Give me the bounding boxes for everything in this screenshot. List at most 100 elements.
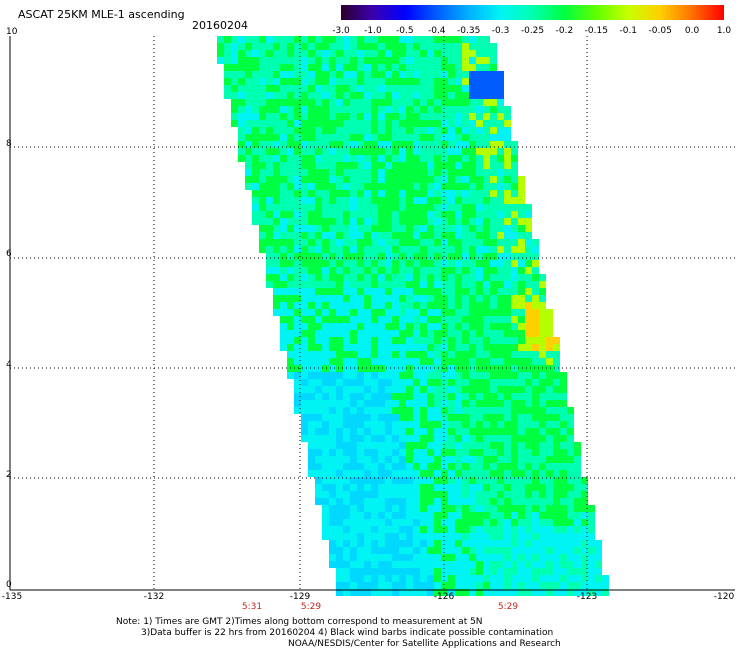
swath-cell — [385, 554, 392, 561]
swath-cell — [259, 113, 266, 120]
swath-cell — [385, 106, 392, 113]
swath-cell — [504, 260, 511, 267]
swath-cell — [322, 239, 329, 246]
swath-cell — [315, 421, 322, 428]
swath-cell — [343, 204, 350, 211]
swath-cell — [413, 498, 420, 505]
swath-cell — [413, 470, 420, 477]
swath-cell — [343, 232, 350, 239]
swath-cell — [350, 218, 357, 225]
swath-cell — [469, 176, 476, 183]
swath-cell — [280, 288, 287, 295]
swath-cell — [490, 239, 497, 246]
swath-cell — [273, 204, 280, 211]
swath-cell — [441, 50, 448, 57]
swath-cell — [413, 120, 420, 127]
swath-cell — [252, 148, 259, 155]
swath-cell — [238, 155, 245, 162]
swath-cell — [308, 267, 315, 274]
swath-cell — [364, 554, 371, 561]
swath-cell — [336, 120, 343, 127]
swath-cell — [462, 267, 469, 274]
swath-cell — [525, 400, 532, 407]
swath-cell — [427, 155, 434, 162]
swath-cell — [399, 330, 406, 337]
swath-cell — [287, 344, 294, 351]
swath-cell — [483, 176, 490, 183]
swath-cell — [329, 526, 336, 533]
swath-cell — [448, 554, 455, 561]
swath-cell — [420, 36, 427, 43]
swath-cell — [420, 246, 427, 253]
swath-cell — [287, 120, 294, 127]
swath-cell — [371, 302, 378, 309]
swath-cell — [427, 379, 434, 386]
swath-cell — [420, 484, 427, 491]
swath-cell — [476, 484, 483, 491]
swath-cell — [413, 134, 420, 141]
swath-cell — [378, 71, 385, 78]
swath-cell — [406, 253, 413, 260]
swath-cell — [462, 204, 469, 211]
swath-cell — [224, 78, 231, 85]
swath-cell — [497, 505, 504, 512]
swath-cell — [532, 442, 539, 449]
swath-cell — [371, 64, 378, 71]
swath-cell — [399, 477, 406, 484]
swath-cell — [385, 463, 392, 470]
swath-cell — [441, 106, 448, 113]
swath-cell — [350, 190, 357, 197]
swath-cell — [420, 400, 427, 407]
swath-cell — [399, 232, 406, 239]
swath-cell — [378, 260, 385, 267]
swath-cell — [406, 57, 413, 64]
swath-cell — [357, 547, 364, 554]
swath-cell — [371, 218, 378, 225]
swath-cell — [490, 134, 497, 141]
swath-cell — [392, 498, 399, 505]
time-label: 5:31 — [241, 602, 263, 612]
swath-cell — [525, 561, 532, 568]
swath-cell — [448, 127, 455, 134]
swath-cell — [357, 393, 364, 400]
swath-cell — [581, 491, 588, 498]
swath-cell — [294, 99, 301, 106]
swath-cell — [385, 582, 392, 589]
swath-cell — [350, 449, 357, 456]
swath-cell — [518, 274, 525, 281]
swath-cell — [378, 407, 385, 414]
swath-cell — [504, 554, 511, 561]
swath-cell — [490, 589, 497, 596]
swath-cell — [413, 218, 420, 225]
swath-cell — [462, 386, 469, 393]
swath-cell — [448, 211, 455, 218]
swath-cell — [490, 113, 497, 120]
swath-cell — [525, 519, 532, 526]
swath-cell — [476, 155, 483, 162]
swath-cell — [427, 393, 434, 400]
swath-cell — [434, 330, 441, 337]
swath-cell — [406, 239, 413, 246]
swath-cell — [413, 372, 420, 379]
swath-cell — [420, 169, 427, 176]
swath-cell — [364, 477, 371, 484]
swath-cell — [511, 589, 518, 596]
swath-cell — [371, 288, 378, 295]
swath-cell — [476, 92, 483, 99]
swath-cell — [315, 106, 322, 113]
swath-cell — [294, 330, 301, 337]
swath-cell — [462, 323, 469, 330]
swath-cell — [518, 267, 525, 274]
swath-cell — [259, 50, 266, 57]
swath-cell — [350, 176, 357, 183]
swath-cell — [469, 519, 476, 526]
swath-cell — [406, 421, 413, 428]
swath-cell — [371, 113, 378, 120]
swath-cell — [497, 498, 504, 505]
swath-cell — [336, 582, 343, 589]
x-label-120: -120 — [713, 592, 735, 602]
swath-cell — [322, 267, 329, 274]
swath-cell — [357, 43, 364, 50]
swath-cell — [336, 197, 343, 204]
swath-cell — [350, 239, 357, 246]
